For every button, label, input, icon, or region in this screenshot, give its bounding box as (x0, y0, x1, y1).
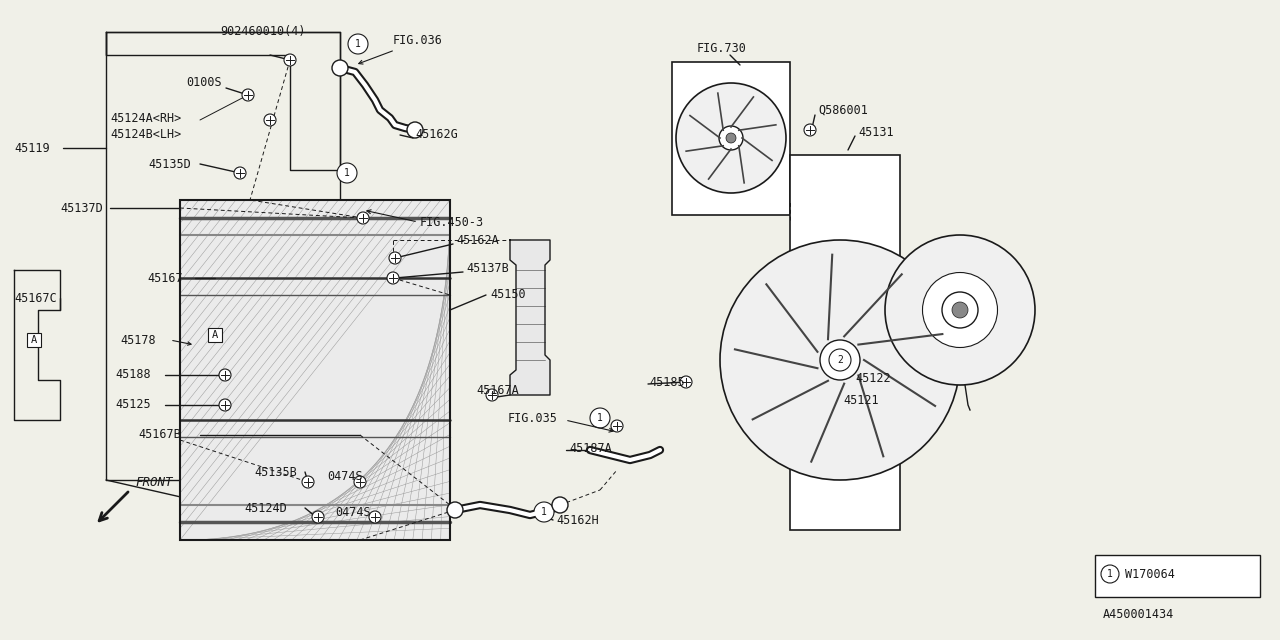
Bar (207, 328, 221, 342)
Circle shape (590, 408, 611, 428)
Bar (790, 155, 900, 530)
Text: 0474S: 0474S (335, 506, 371, 518)
Circle shape (369, 511, 381, 523)
Circle shape (719, 126, 742, 150)
Circle shape (355, 476, 366, 488)
Circle shape (804, 124, 817, 136)
Circle shape (923, 273, 997, 348)
Text: 45167A: 45167A (476, 383, 518, 397)
Circle shape (820, 340, 860, 380)
Text: 1: 1 (541, 507, 547, 517)
Circle shape (829, 349, 851, 371)
Text: 45121: 45121 (844, 394, 878, 406)
Circle shape (407, 122, 422, 138)
Circle shape (676, 83, 786, 193)
Circle shape (284, 54, 296, 66)
Circle shape (264, 114, 276, 126)
Circle shape (332, 60, 348, 76)
Circle shape (534, 502, 554, 522)
Text: 45137B: 45137B (466, 262, 508, 275)
Text: 45185: 45185 (649, 376, 685, 388)
Text: A: A (31, 335, 37, 345)
Circle shape (312, 511, 324, 523)
Circle shape (447, 502, 463, 518)
Circle shape (389, 252, 401, 264)
Circle shape (219, 399, 230, 411)
Text: 1: 1 (596, 413, 603, 423)
Circle shape (832, 352, 849, 368)
Text: 45167B: 45167B (138, 429, 180, 442)
Bar (180, 200, 451, 540)
Circle shape (348, 34, 369, 54)
Text: Q586001: Q586001 (818, 104, 868, 116)
Polygon shape (509, 240, 550, 395)
Bar (1094, 555, 1260, 597)
Text: FIG.730: FIG.730 (698, 42, 746, 54)
Text: 1: 1 (1107, 569, 1112, 579)
Text: 45119: 45119 (14, 141, 50, 154)
Text: 0474S: 0474S (326, 470, 362, 483)
Circle shape (680, 376, 692, 388)
Circle shape (357, 212, 369, 224)
Circle shape (219, 369, 230, 381)
Circle shape (242, 89, 253, 101)
Text: FIG.035: FIG.035 (508, 412, 558, 424)
Text: 45137D: 45137D (60, 202, 102, 214)
Text: A450001434: A450001434 (1103, 609, 1174, 621)
Text: 45124D: 45124D (244, 502, 287, 515)
Text: 45135D: 45135D (148, 157, 191, 170)
Text: 45122: 45122 (855, 371, 891, 385)
Text: 1: 1 (344, 168, 349, 178)
Text: 45131: 45131 (858, 125, 893, 138)
Text: 0100S: 0100S (186, 76, 221, 88)
Text: 45167C: 45167C (14, 291, 56, 305)
Circle shape (302, 476, 314, 488)
Text: 45135B: 45135B (253, 465, 297, 479)
Circle shape (234, 167, 246, 179)
Text: 45188: 45188 (115, 369, 151, 381)
Text: A: A (212, 330, 218, 340)
Bar (27, 333, 41, 347)
Circle shape (611, 420, 623, 432)
Circle shape (1101, 565, 1119, 583)
Text: FRONT: FRONT (134, 476, 173, 488)
Text: W170064: W170064 (1125, 568, 1175, 580)
Circle shape (486, 389, 498, 401)
Text: 45162H: 45162H (556, 513, 599, 527)
Text: 2: 2 (837, 355, 844, 365)
Text: 902460010(4): 902460010(4) (220, 26, 306, 38)
Circle shape (337, 163, 357, 183)
Circle shape (884, 235, 1036, 385)
Text: 45162A: 45162A (456, 234, 499, 246)
Circle shape (952, 302, 968, 318)
Circle shape (719, 240, 960, 480)
Text: 1: 1 (355, 39, 361, 49)
Text: 45125: 45125 (115, 399, 151, 412)
Circle shape (942, 292, 978, 328)
Text: 45124B<LH>: 45124B<LH> (110, 129, 182, 141)
Circle shape (726, 133, 736, 143)
Text: 45178: 45178 (120, 333, 156, 346)
Text: 45162G: 45162G (415, 129, 458, 141)
Bar (180, 200, 451, 540)
Text: 45150: 45150 (490, 289, 526, 301)
Text: 45187A: 45187A (570, 442, 612, 454)
Text: FIG.036: FIG.036 (393, 33, 443, 47)
Circle shape (387, 272, 399, 284)
Text: FIG.450-3: FIG.450-3 (420, 216, 484, 228)
Circle shape (552, 497, 568, 513)
Text: 45167: 45167 (147, 271, 183, 285)
Bar (672, 62, 790, 215)
Text: 45124A<RH>: 45124A<RH> (110, 111, 182, 125)
